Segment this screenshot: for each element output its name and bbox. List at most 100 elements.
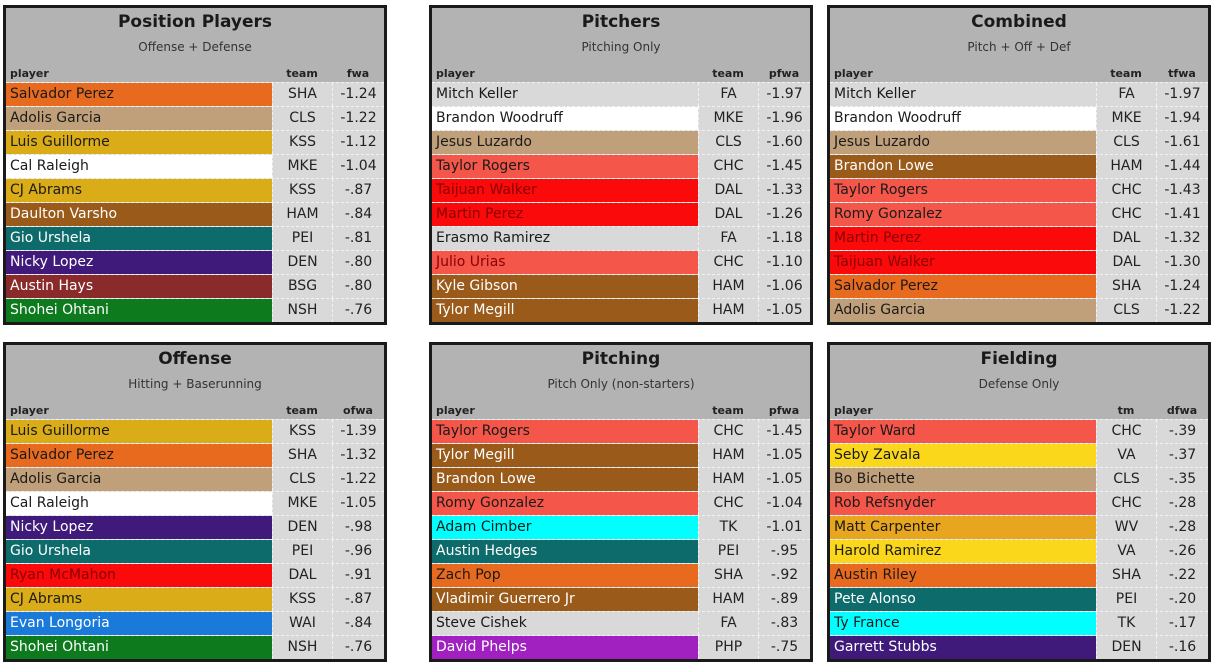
team-cell: PEI	[272, 540, 332, 563]
panel-header: Combined Pitch + Off + Def	[830, 8, 1208, 62]
player-name-cell: Shohei Ohtani	[6, 636, 272, 659]
table-row: Taijuan Walker DAL -1.30	[830, 250, 1208, 274]
panel-combined: Combined Pitch + Off + Def player team tfwa M…	[827, 5, 1211, 325]
panel-subtitle: Pitch Only (non-starters)	[547, 377, 695, 391]
stat-value-cell: -1.41	[1156, 203, 1208, 226]
player-name-cell: Daulton Varsho	[6, 203, 272, 226]
team-cell: FA	[1096, 83, 1156, 106]
table-row: Julio Urias CHC -1.10	[432, 250, 810, 274]
table-row: Taylor Rogers CHC -1.45	[432, 154, 810, 178]
player-name-cell: Austin Hays	[6, 275, 272, 298]
stat-value-cell: -.84	[332, 612, 384, 635]
stat-value-cell: -1.06	[758, 275, 810, 298]
table-row: Evan Longoria WAI -.84	[6, 611, 384, 635]
table-row: Brandon Woodruff MKE -1.94	[830, 106, 1208, 130]
column-header-row: player team fwa	[6, 62, 384, 82]
stat-value-cell: -1.05	[758, 444, 810, 467]
column-header-player: player	[834, 67, 873, 80]
player-name-cell: Erasmo Ramirez	[432, 227, 698, 250]
team-cell: DEN	[272, 516, 332, 539]
stat-value-cell: -.16	[1156, 636, 1208, 659]
table-row: Luis Guillorme KSS -1.12	[6, 130, 384, 154]
team-cell: NSH	[272, 299, 332, 322]
table-row: Luis Guillorme KSS -1.39	[6, 419, 384, 443]
team-cell: HAM	[698, 299, 758, 322]
column-header-row: player team ofwa	[6, 399, 384, 419]
panel-header: Pitchers Pitching Only	[432, 8, 810, 62]
team-cell: SHA	[1096, 564, 1156, 587]
team-cell: PHP	[698, 636, 758, 659]
player-name-cell: Mitch Keller	[830, 83, 1096, 106]
player-name-cell: Brandon Lowe	[830, 155, 1096, 178]
player-name-cell: Tylor Megill	[432, 299, 698, 322]
player-name-cell: Martin Perez	[432, 203, 698, 226]
player-name-cell: Austin Hedges	[432, 540, 698, 563]
stat-value-cell: -1.39	[332, 420, 384, 443]
column-header-player: player	[436, 67, 475, 80]
team-cell: HAM	[1096, 155, 1156, 178]
column-header-team: team	[712, 67, 744, 80]
team-cell: SHA	[272, 444, 332, 467]
stat-value-cell: -.28	[1156, 492, 1208, 515]
table-row: Zach Pop SHA -.92	[432, 563, 810, 587]
stat-value-cell: -1.24	[1156, 275, 1208, 298]
table-row: Adolis Garcia CLS -1.22	[6, 106, 384, 130]
team-cell: CHC	[1096, 420, 1156, 443]
player-name-cell: Nicky Lopez	[6, 516, 272, 539]
team-cell: FA	[698, 612, 758, 635]
player-name-cell: Shohei Ohtani	[6, 299, 272, 322]
column-header-row: player tm dfwa	[830, 399, 1208, 419]
table-row: Taylor Ward CHC -.39	[830, 419, 1208, 443]
player-name-cell: Taijuan Walker	[432, 179, 698, 202]
player-name-cell: CJ Abrams	[6, 588, 272, 611]
stat-value-cell: -.20	[1156, 588, 1208, 611]
stat-value-cell: -1.10	[758, 251, 810, 274]
column-header-stat: tfwa	[1168, 67, 1196, 80]
player-name-cell: Cal Raleigh	[6, 492, 272, 515]
player-name-cell: Vladimir Guerrero Jr	[432, 588, 698, 611]
stat-value-cell: -1.05	[758, 468, 810, 491]
team-cell: CHC	[698, 155, 758, 178]
table-row: Erasmo Ramirez FA -1.18	[432, 226, 810, 250]
player-name-cell: Julio Urias	[432, 251, 698, 274]
stat-value-cell: -1.22	[1156, 299, 1208, 322]
table-row: Mitch Keller FA -1.97	[830, 82, 1208, 106]
table-row: Seby Zavala VA -.37	[830, 443, 1208, 467]
panel-subtitle: Pitching Only	[581, 40, 661, 54]
team-cell: TK	[1096, 612, 1156, 635]
stat-value-cell: -1.96	[758, 107, 810, 130]
table-row: Salvador Perez SHA -1.24	[6, 82, 384, 106]
table-row: Brandon Lowe HAM -1.05	[432, 467, 810, 491]
stat-value-cell: -1.04	[332, 155, 384, 178]
table-row: Romy Gonzalez CHC -1.04	[432, 491, 810, 515]
team-cell: DAL	[1096, 251, 1156, 274]
table-row: Cal Raleigh MKE -1.04	[6, 154, 384, 178]
stat-value-cell: -.80	[332, 275, 384, 298]
table-row: Pete Alonso PEI -.20	[830, 587, 1208, 611]
player-name-cell: Adolis Garcia	[830, 299, 1096, 322]
player-name-cell: Adam Cimber	[432, 516, 698, 539]
team-cell: KSS	[272, 588, 332, 611]
team-cell: TK	[698, 516, 758, 539]
stat-value-cell: -1.01	[758, 516, 810, 539]
column-header-row: player team pfwa	[432, 399, 810, 419]
stat-value-cell: -.92	[758, 564, 810, 587]
team-cell: CHC	[698, 492, 758, 515]
team-cell: VA	[1096, 540, 1156, 563]
panel-subtitle: Pitch + Off + Def	[967, 40, 1071, 54]
team-cell: CLS	[1096, 299, 1156, 322]
team-cell: HAM	[698, 588, 758, 611]
stat-value-cell: -1.04	[758, 492, 810, 515]
team-cell: PEI	[1096, 588, 1156, 611]
panel-subtitle: Hitting + Baserunning	[128, 377, 262, 391]
table-row: Vladimir Guerrero Jr HAM -.89	[432, 587, 810, 611]
stat-value-cell: -.83	[758, 612, 810, 635]
team-cell: MKE	[272, 492, 332, 515]
player-name-cell: Luis Guillorme	[6, 420, 272, 443]
table-row: Gio Urshela PEI -.96	[6, 539, 384, 563]
panel-header: Position Players Offense + Defense	[6, 8, 384, 62]
team-cell: NSH	[272, 636, 332, 659]
table-row: Ty France TK -.17	[830, 611, 1208, 635]
team-cell: MKE	[698, 107, 758, 130]
stat-value-cell: -1.60	[758, 131, 810, 154]
